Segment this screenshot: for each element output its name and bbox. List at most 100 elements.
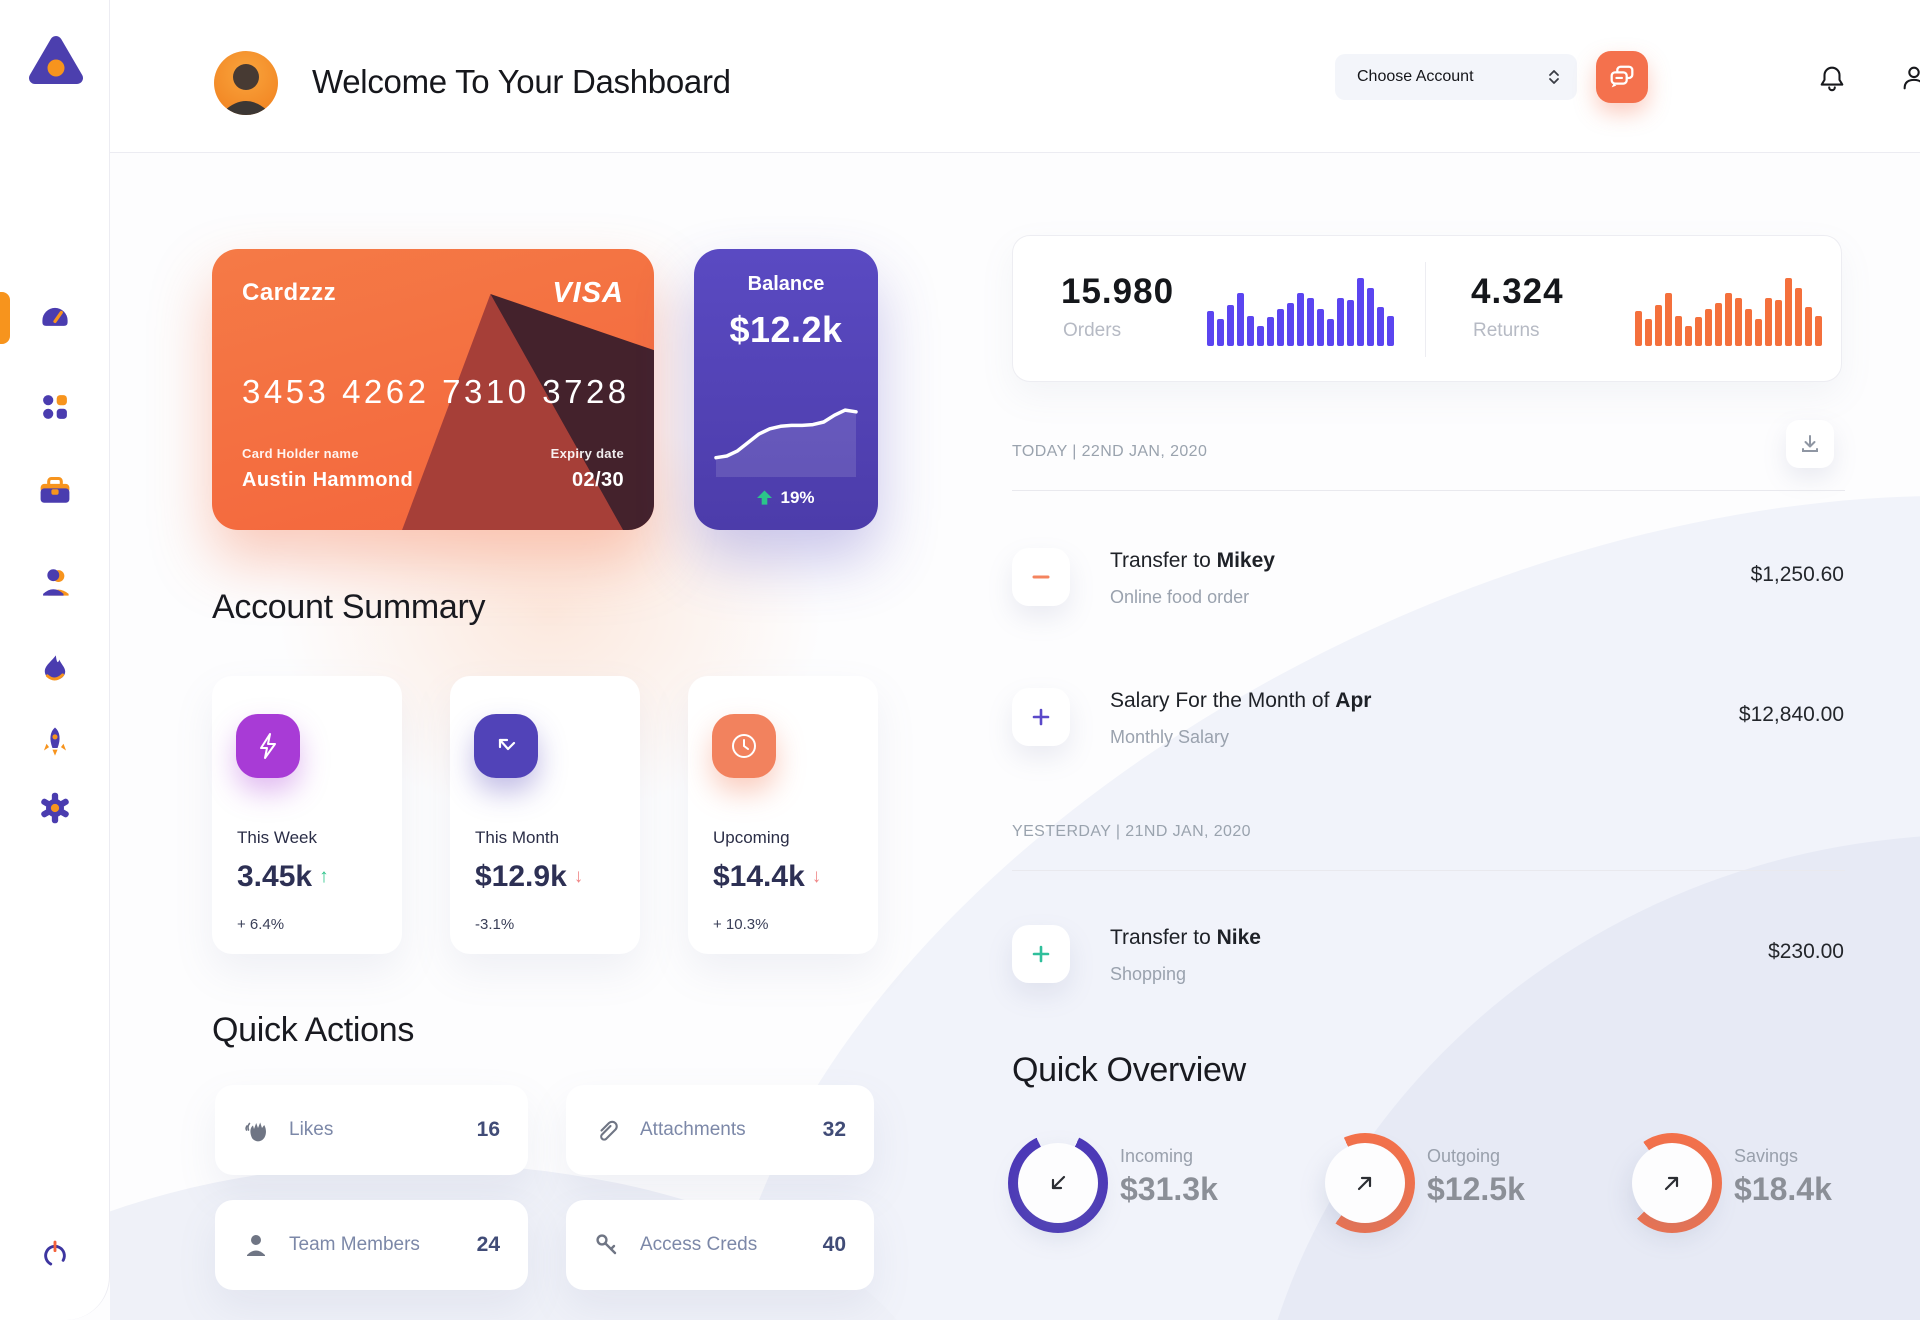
outgoing-label: Outgoing bbox=[1427, 1146, 1501, 1166]
avatar[interactable] bbox=[214, 51, 278, 115]
profile-button[interactable] bbox=[1894, 58, 1920, 98]
visa-logo: VISA bbox=[552, 277, 624, 309]
balance-sparkline bbox=[714, 408, 858, 477]
user-profile-icon bbox=[1903, 66, 1920, 90]
user-icon bbox=[43, 569, 69, 596]
sidebar-logout[interactable] bbox=[35, 1234, 75, 1274]
card-expiry-label: Expiry date bbox=[550, 446, 624, 461]
plus-icon bbox=[1012, 925, 1070, 983]
flame-icon bbox=[44, 655, 66, 681]
quick-action-label: Likes bbox=[289, 1119, 334, 1140]
card-holder-name: Austin Hammond bbox=[242, 469, 414, 491]
quick-action-likes[interactable]: Likes 16 bbox=[215, 1085, 528, 1175]
rocket-icon bbox=[43, 727, 67, 756]
gear-icon bbox=[41, 792, 69, 824]
sidebar bbox=[0, 0, 110, 1320]
sidebar-item-dashboard[interactable] bbox=[35, 296, 75, 336]
summary-label: This Month bbox=[475, 828, 560, 847]
header: Welcome To Your Dashboard Choose Account bbox=[110, 0, 1920, 153]
sidebar-active-indicator bbox=[0, 292, 10, 344]
arrow-up-green-icon bbox=[757, 490, 773, 505]
balance-label: Balance bbox=[747, 273, 825, 295]
card-number: 3453 4262 7310 3728 bbox=[242, 373, 630, 410]
transaction-row-salary[interactable]: Salary For the Month of Apr Monthly Sala… bbox=[1012, 688, 1844, 748]
lightning-icon bbox=[236, 714, 300, 778]
quick-action-access-creds[interactable]: Access Creds 40 bbox=[566, 1200, 874, 1290]
card-name: Cardzzz bbox=[242, 279, 337, 306]
account-selector[interactable]: Choose Account bbox=[1335, 54, 1577, 100]
chat-bubbles-icon bbox=[1610, 65, 1634, 88]
orders-bar-chart bbox=[1207, 278, 1399, 346]
trend-down-icon: ↓ bbox=[573, 866, 584, 887]
apps-grid-icon bbox=[43, 395, 67, 419]
transaction-amount: $230.00 bbox=[1768, 940, 1844, 963]
summary-card-month: This Month $12.9k ↓ -3.1% bbox=[450, 676, 640, 954]
quick-action-attachments[interactable]: Attachments 32 bbox=[566, 1085, 874, 1175]
savings-label: Savings bbox=[1734, 1146, 1799, 1166]
transaction-subtitle: Shopping bbox=[1110, 964, 1187, 984]
sidebar-item-launch[interactable] bbox=[35, 722, 75, 762]
card-holder-label: Card Holder name bbox=[242, 446, 359, 461]
quick-actions-title: Quick Actions bbox=[212, 1011, 415, 1049]
outgoing-value: $12.5k bbox=[1427, 1171, 1525, 1207]
balance-change: 19% bbox=[694, 488, 878, 508]
quick-action-count: 40 bbox=[822, 1233, 846, 1256]
sidebar-item-portfolio[interactable] bbox=[35, 472, 75, 512]
arrow-up-right-icon bbox=[1357, 1176, 1372, 1191]
download-icon bbox=[1802, 435, 1818, 452]
power-icon bbox=[44, 1240, 66, 1267]
transaction-row-mikey[interactable]: Transfer to Mikey Online food order $1,2… bbox=[1012, 548, 1844, 608]
quick-action-team-members[interactable]: Team Members 24 bbox=[215, 1200, 528, 1290]
transaction-row-nike[interactable]: Transfer to Nike Shopping $230.00 bbox=[1012, 925, 1844, 985]
incoming-label: Incoming bbox=[1120, 1146, 1194, 1166]
incoming-value: $31.3k bbox=[1120, 1171, 1218, 1207]
trend-up-icon: ↑ bbox=[319, 866, 329, 887]
today-date-label: TODAY | 22ND JAN, 2020 bbox=[1012, 443, 1208, 460]
minus-icon bbox=[1012, 548, 1070, 606]
returns-label: Returns bbox=[1473, 320, 1540, 341]
notifications-button[interactable] bbox=[1812, 58, 1852, 98]
sidebar-item-profile[interactable] bbox=[35, 562, 75, 602]
speedometer-icon bbox=[42, 307, 68, 326]
sidebar-item-trending[interactable] bbox=[35, 649, 75, 689]
download-button[interactable] bbox=[1786, 420, 1834, 468]
sidebar-item-apps[interactable] bbox=[35, 387, 75, 427]
clock-icon bbox=[712, 714, 776, 778]
savings-ring bbox=[1622, 1133, 1722, 1233]
quick-action-label: Attachments bbox=[640, 1119, 746, 1140]
sidebar-item-settings[interactable] bbox=[35, 788, 75, 828]
returns-bar-chart bbox=[1635, 278, 1827, 346]
summary-value: $14.4k ↓ bbox=[713, 860, 822, 893]
app-logo[interactable] bbox=[25, 30, 87, 92]
quick-action-count: 24 bbox=[476, 1233, 500, 1256]
transaction-subtitle: Monthly Salary bbox=[1110, 727, 1230, 747]
orders-returns-card: 15.980 Orders 4.324 Returns bbox=[1012, 235, 1842, 382]
savings-value: $18.4k bbox=[1734, 1171, 1832, 1207]
transaction-amount: $12,840.00 bbox=[1738, 703, 1844, 726]
summary-card-week: This Week 3.45k ↑ + 6.4% bbox=[212, 676, 402, 954]
summary-card-upcoming: Upcoming $14.4k ↓ + 10.3% bbox=[688, 676, 878, 954]
orders-label: Orders bbox=[1063, 320, 1122, 341]
quick-action-count: 16 bbox=[476, 1118, 500, 1141]
hand-wave-icon bbox=[245, 1122, 266, 1142]
stats-divider bbox=[1425, 262, 1426, 357]
transaction-title: Transfer to Nike bbox=[1110, 926, 1261, 949]
bell-icon bbox=[1820, 66, 1844, 92]
yesterday-date-label: YESTERDAY | 21ND JAN, 2020 bbox=[1012, 823, 1251, 840]
summary-delta: -3.1% bbox=[475, 916, 515, 933]
divider bbox=[1012, 490, 1845, 491]
outgoing-ring bbox=[1315, 1133, 1415, 1233]
chat-button[interactable] bbox=[1596, 51, 1648, 103]
quick-action-count: 32 bbox=[822, 1118, 846, 1141]
paperclip-icon bbox=[600, 1120, 618, 1141]
person-icon bbox=[247, 1235, 265, 1256]
summary-label: This Week bbox=[237, 828, 317, 847]
returns-value: 4.324 bbox=[1471, 272, 1564, 311]
divider bbox=[1012, 870, 1845, 871]
account-summary-title: Account Summary bbox=[212, 588, 486, 626]
transaction-title: Salary For the Month of Apr bbox=[1110, 689, 1372, 712]
orders-value: 15.980 bbox=[1061, 272, 1175, 311]
summary-delta: + 10.3% bbox=[713, 916, 769, 933]
chevron-up-down-icon bbox=[1549, 70, 1559, 84]
